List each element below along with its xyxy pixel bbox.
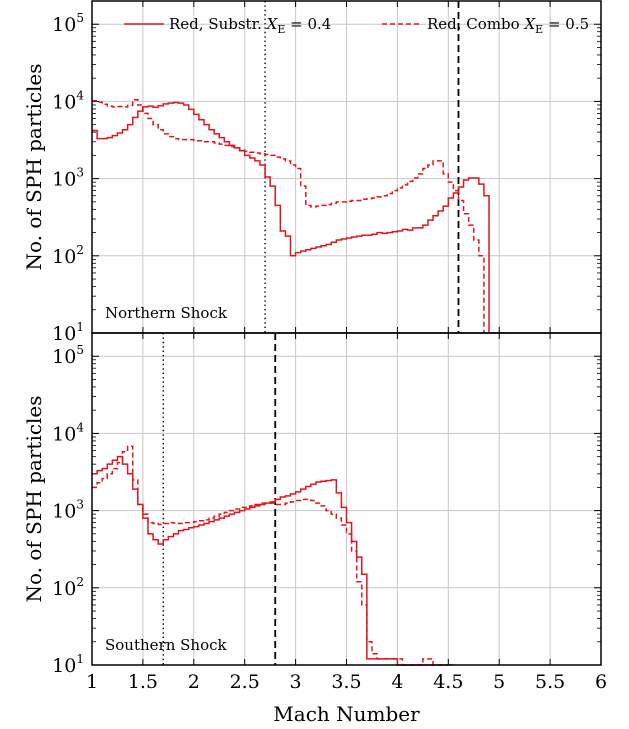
x-tick-label: 1.5 xyxy=(128,671,158,693)
southern-shock-panel: 101 102 103 104 105 Southern Shock xyxy=(52,332,602,677)
legend-entry-label: Red, Substr. XE = 0.4 xyxy=(169,15,331,36)
series-substr-line xyxy=(92,455,454,666)
y-tick-label: 101 xyxy=(52,652,84,677)
x-tick-label: 4.5 xyxy=(433,671,463,693)
x-tick-label: 3.5 xyxy=(331,671,361,693)
y-tick-label: 104 xyxy=(52,420,84,445)
y-tick-label: 103 xyxy=(52,166,84,191)
y-tick-label: 105 xyxy=(52,11,84,36)
x-tick-label: 6 xyxy=(595,671,607,693)
panel-frame xyxy=(91,332,602,666)
y-tick-label: 104 xyxy=(52,88,84,113)
y-axis-title-south: No. of SPH particles xyxy=(22,395,46,602)
x-tick-label: 3 xyxy=(290,671,302,693)
y-tick-label: 103 xyxy=(52,498,84,523)
panel-label: Southern Shock xyxy=(105,636,228,654)
x-tick-label: 2 xyxy=(188,671,200,693)
x-axis-ticks: 1 1.5 2 2.5 3 3.5 4 4.5 5 5.5 6 xyxy=(86,671,607,693)
series-substr-line xyxy=(92,101,490,333)
x-axis-title: Mach Number xyxy=(273,702,420,726)
y-tick-label: 102 xyxy=(52,575,84,600)
series-combo-line xyxy=(92,445,449,666)
x-tick-label: 5 xyxy=(493,671,505,693)
legend: Red, Substr. XE = 0.4 Red, Combo XE = 0.5 xyxy=(124,15,589,36)
x-tick-label: 5.5 xyxy=(535,671,565,693)
x-tick-label: 1 xyxy=(86,671,98,693)
y-tick-label: 105 xyxy=(52,343,84,368)
y-axis-title-north: No. of SPH particles xyxy=(22,63,46,270)
legend-entry-label: Red, Combo XE = 0.5 xyxy=(427,15,589,36)
x-tick-label: 4 xyxy=(391,671,403,693)
panel-label: Northern Shock xyxy=(105,304,228,322)
y-tick-label: 102 xyxy=(52,243,84,268)
northern-shock-panel: 101 102 103 104 105 Northern Shock xyxy=(52,0,602,345)
series-combo-line xyxy=(92,99,485,333)
x-tick-label: 2.5 xyxy=(230,671,260,693)
y-tick-label: 101 xyxy=(52,320,84,345)
